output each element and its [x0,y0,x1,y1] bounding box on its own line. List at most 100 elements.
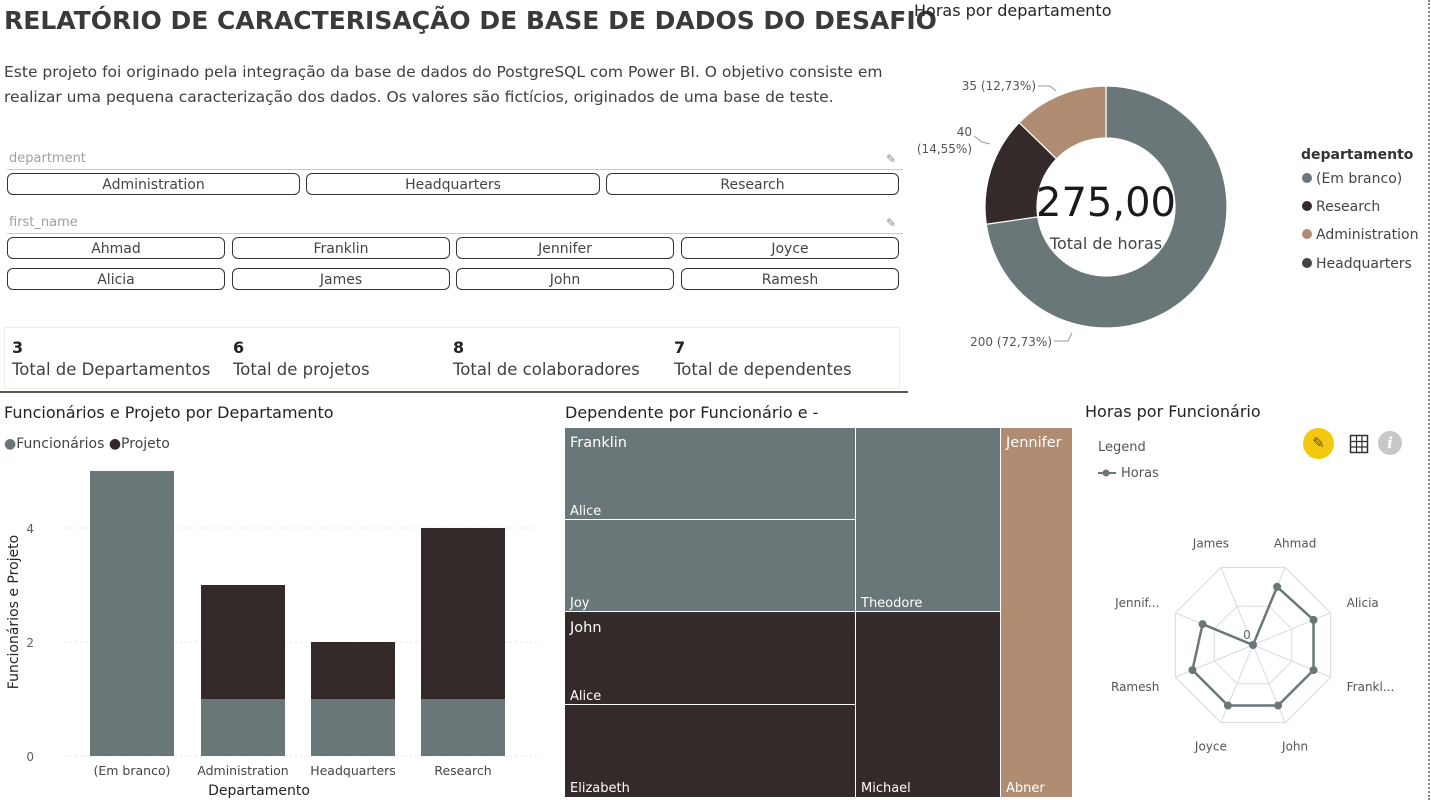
section-divider [0,391,908,393]
treemap-cell-john-michael[interactable] [855,611,1001,798]
treemap-item-label: Michael [861,781,911,796]
radar-spoke [1252,644,1286,723]
donut-slice-2[interactable] [1018,85,1107,160]
x-tick-label: Administration [197,763,288,778]
donut-slice-0[interactable] [985,85,1228,329]
slicer-chip-administration[interactable]: Administration [7,173,300,195]
radar-point-3[interactable] [1274,701,1283,710]
treemap-group-label: Franklin [570,435,627,451]
radar-point-2[interactable] [1309,666,1318,675]
kpi-cards-panel [4,327,900,389]
bar-Funcionários-0[interactable] [90,471,174,756]
slicer-chip-franklin[interactable]: Franklin [232,237,450,259]
legend-item-administration[interactable]: Administration [1302,227,1418,243]
bar-x-ticks: (Em branco) Administration Headquarters Res… [94,763,492,778]
treemap-group-label: John [569,620,602,636]
kpi-collaborators-value: 8 [453,338,465,357]
legend-marker [1302,201,1312,211]
bar-Projeto-3[interactable] [421,528,505,699]
info-icon[interactable]: i [1378,431,1402,455]
radar-point-7[interactable] [1249,641,1257,649]
legend-marker [1302,173,1312,183]
slice-label-em-branco: 200 (72,73%) [970,335,1052,349]
legend-marker [1302,229,1312,239]
radar-axis-label: Ramesh [1111,680,1159,694]
treemap-cell-franklin-theodore[interactable] [855,427,1001,612]
y-tick-label: 4 [26,522,34,536]
clear-selection-eraser-icon[interactable]: ✎ [886,216,897,230]
bar-chart-legend: ●Funcionários ●Projeto [4,436,170,452]
treemap-item-label: Alice [570,504,601,519]
kpi-collaborators-label: Total de colaboradores [453,360,640,379]
treemap-cell-john-elizabeth[interactable] [564,704,856,798]
radar-spoke [1220,644,1254,723]
treemap-cell-john-alice[interactable] [564,611,856,705]
legend-label-projeto[interactable]: Projeto [121,436,170,452]
legend-item-research[interactable]: Research [1302,199,1380,215]
radar-chart[interactable]: Ahmad Alicia Frankl... John Joyce Ramesh Jenni… [1090,520,1425,790]
bar-Projeto-2[interactable] [311,642,395,699]
radar-legend-title: Legend [1098,440,1146,455]
first-name-slicer-label: first_name [9,215,78,230]
kpi-departments-value: 3 [12,338,24,357]
slicer-chip-research[interactable]: Research [606,173,899,195]
kpi-projects-value: 6 [233,338,245,357]
slicer-chip-james[interactable]: James [232,268,450,290]
radar-spoke [1252,644,1331,678]
legend-item-headquarters[interactable]: Headquarters [1302,256,1412,272]
donut-legend-title: departamento [1301,147,1414,163]
legend-label-funcionarios[interactable]: Funcionários [16,436,105,452]
slice-label-research: 40 [957,125,972,139]
legend-dot-funcionarios: ● [4,436,17,452]
treemap-chart[interactable]: Franklin Alice Joy Theodore John Alice E… [564,427,1074,799]
bar-Projeto-1[interactable] [201,585,285,699]
treemap-cell-franklin-joy[interactable] [564,519,856,612]
donut-chart[interactable]: 275,00 Total de horas 35 (12,73%) 40 (14… [910,30,1420,370]
radar-axis-label: John [1281,740,1308,754]
bar-Funcionários-2[interactable] [311,699,395,756]
radar-point-0[interactable] [1273,582,1282,591]
legend-item-em-branco[interactable]: (Em branco) [1302,171,1402,187]
slice-label-research-pct: (14,55%) [917,142,972,156]
legend-label: Research [1316,199,1380,215]
donut-center-label: Total de horas [1049,234,1162,253]
radar-point-5[interactable] [1188,666,1197,675]
donut-center-value: 275,00 [1036,180,1176,226]
radar-point-4[interactable] [1223,701,1232,710]
radar-axis-label: James [1192,536,1229,550]
radar-axis-label: Frankl... [1347,680,1395,694]
radar-grid [1174,566,1332,724]
slicer-chip-jennifer[interactable]: Jennifer [456,237,674,259]
slicer-chip-ramesh[interactable]: Ramesh [681,268,899,290]
radar-series [1188,582,1318,710]
legend-marker [1302,258,1312,268]
slicer-chip-headquarters[interactable]: Headquarters [306,173,600,195]
edit-pencil-icon[interactable]: ✎ [1303,428,1334,459]
slicer-chip-alicia[interactable]: Alicia [7,268,225,290]
radar-spoke [1220,567,1254,646]
kpi-dependents-label: Total de dependentes [674,360,852,379]
radar-spoke [1252,612,1331,646]
slicer-chip-ahmad[interactable]: Ahmad [7,237,225,259]
x-tick-label: Headquarters [310,763,396,778]
bar-chart-title: Funcionários e Projeto por Departamento [4,403,334,422]
radar-legend-item[interactable]: Horas [1121,466,1159,481]
bar-chart[interactable]: 0 2 4 (Em branco) Administration Headquarter… [0,455,555,800]
leader-line [1054,332,1073,342]
slicer-chip-joyce[interactable]: Joyce [681,237,899,259]
bar-y-axis-label: Funcionários e Projeto [6,535,22,689]
bar-Funcionários-1[interactable] [201,699,285,756]
radar-chart-title: Horas por Funcionário [1085,402,1261,421]
radar-point-1[interactable] [1309,615,1318,624]
radar-point-6[interactable] [1198,620,1207,629]
donut-slices [984,85,1228,329]
table-grid-icon[interactable] [1349,434,1369,454]
slicer-chip-john[interactable]: John [456,268,674,290]
bar-Funcionários-3[interactable] [421,699,505,756]
radar-spoke [1175,644,1254,678]
radar-ring [1174,566,1332,724]
kpi-dependents-value: 7 [674,338,686,357]
treemap-cell-jennifer-abner[interactable] [1000,427,1073,798]
clear-selection-eraser-icon[interactable]: ✎ [886,152,897,166]
radar-axis-label: Joyce [1194,740,1227,754]
